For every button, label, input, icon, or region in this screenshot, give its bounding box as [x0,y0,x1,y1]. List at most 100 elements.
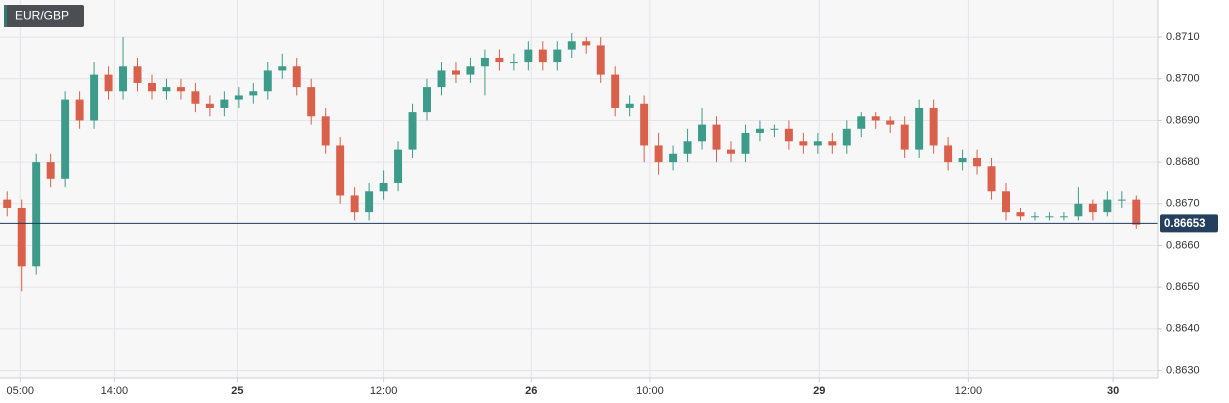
candle-body [654,145,663,163]
candle-body [799,141,808,146]
x-tick-label: 26 [525,385,537,397]
candle-body [205,103,214,108]
candle-body [770,128,779,130]
candle-body [321,116,330,146]
candle-body [32,162,41,267]
candle-body [61,99,70,179]
candle-body [987,166,996,192]
candle-body [1030,216,1039,218]
candle-body [857,116,866,129]
candle-body [755,128,764,133]
candle-body [524,49,533,63]
candle-body [75,99,84,121]
candle-body [3,199,12,208]
candle-body [466,66,475,75]
candle-body [813,141,822,146]
candle-body [538,49,547,63]
candle-body [104,74,113,92]
x-tick-label: 14:00 [101,385,129,397]
candle-body [495,57,504,63]
y-tick-label: 0.8700 [1166,73,1200,85]
candle-body [640,103,649,146]
axis-labels: 0.8630 0.8640 0.8650 0.8660 0.8670 0.8680 0.86… [6,31,1218,397]
candle-body [509,62,518,64]
candle-body [176,87,185,92]
y-tick-label: 0.8630 [1166,364,1200,376]
candle-body [1016,212,1025,217]
candle-body [784,128,793,142]
symbol-badge-accent [4,5,7,27]
candle-body [451,70,460,75]
candle-body [871,116,880,121]
candle-body [234,95,243,100]
candle-body [423,87,431,113]
candle-body [278,66,287,71]
last-price-badge [1160,214,1218,233]
y-tick-label: 0.8640 [1166,323,1200,335]
y-tick-label: 0.8670 [1166,198,1200,210]
candle-body [929,107,938,146]
candle-body [1074,203,1083,217]
plot-background [0,0,1158,378]
y-tick-label: 0.8650 [1166,281,1200,293]
x-tick-label: 30 [1107,385,1119,397]
symbol-badge [4,5,84,27]
candle-body [625,103,634,108]
candle-body [886,120,895,125]
candle-body [727,149,735,154]
candle-body [133,66,142,83]
candle-body [582,41,591,46]
candle-body [249,91,258,96]
x-tick-label: 05:00 [6,385,34,397]
candle-body [292,66,301,88]
y-tick-label: 0.8660 [1166,239,1200,251]
candle-body [379,182,388,192]
x-tick-label: 12:00 [370,385,398,397]
candle-body [842,128,851,146]
x-tick-label: 10:00 [636,385,664,397]
candle-body [1088,203,1097,213]
candle-body [162,87,171,92]
candle-body [394,149,403,183]
candle-body [1059,216,1068,218]
candle-body [307,87,316,117]
candle-body [46,162,55,179]
last-price-label: 0.86653 [1164,218,1206,230]
candle-body [365,191,374,213]
candle-body [220,99,229,108]
x-tick-label: 12:00 [955,385,983,397]
candle-body [741,132,750,154]
candle-body [119,66,128,92]
y-tick-label: 0.8710 [1166,31,1200,43]
candle-body [437,70,446,88]
candle-body [958,157,967,163]
candle-body [148,82,156,92]
candle-body [611,74,620,108]
candles [0,32,1158,292]
chart-title: EUR/GBP [15,9,69,23]
candle-body [900,124,909,150]
candle-body [1002,191,1010,213]
candle-body [553,49,562,63]
candle-body [191,91,200,104]
candle-body [1045,216,1054,218]
candle-body [698,124,707,142]
y-tick-label: 0.8690 [1166,114,1200,126]
candle-body [350,195,359,213]
candle-body [828,141,837,146]
candle-body [1132,199,1141,225]
candle-body [1103,199,1112,213]
candle-body [712,124,721,150]
candle-body [480,57,489,67]
y-tick-label: 0.8680 [1166,156,1200,168]
candle-body [263,70,272,92]
candle-body [90,74,99,121]
candle-body [596,45,605,75]
candle-body [944,145,953,163]
candle-body [567,41,576,50]
candle-body [669,153,678,163]
candle-body [336,145,345,196]
candle-body [683,141,692,154]
x-tick-label: 29 [813,385,825,397]
